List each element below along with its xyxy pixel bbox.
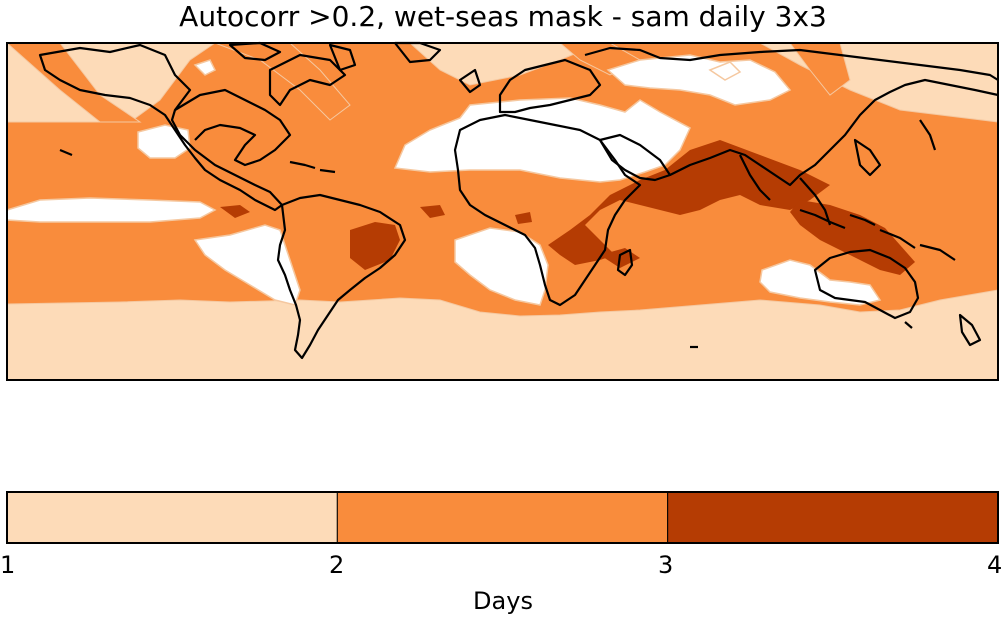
map-frame [6, 42, 999, 381]
colorbar-title: Days [473, 587, 533, 615]
colorbar-bin-3 [667, 491, 999, 544]
colorbar-tick-4: 4 [987, 551, 1003, 579]
colorbar-bin-2 [336, 491, 669, 544]
map-title: Autocorr >0.2, wet-seas mask - sam daily… [179, 0, 827, 33]
colorbar-tick-2: 2 [329, 551, 345, 579]
colorbar-bins [6, 491, 999, 544]
colorbar-tick-3: 3 [658, 551, 674, 579]
colorbar-frame [6, 491, 999, 544]
colorbar-bin-1 [6, 491, 338, 544]
colorbar-tick-1: 1 [0, 551, 16, 579]
